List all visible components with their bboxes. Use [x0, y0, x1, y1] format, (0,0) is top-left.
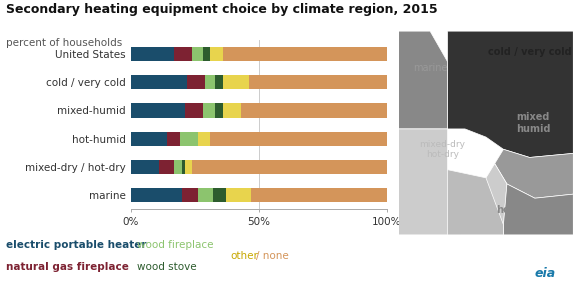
Bar	[241, 104, 387, 117]
Text: hot-humid: hot-humid	[496, 205, 553, 215]
Text: electric portable heater: electric portable heater	[6, 240, 146, 250]
Bar	[193, 160, 387, 174]
Bar	[203, 104, 215, 117]
Text: eia: eia	[535, 267, 556, 280]
Bar	[249, 75, 387, 89]
Text: mixed
humid: mixed humid	[516, 112, 551, 134]
Bar	[223, 75, 249, 89]
Bar	[251, 188, 387, 202]
Bar	[175, 47, 193, 61]
Bar	[210, 47, 223, 61]
Bar	[167, 132, 180, 145]
Bar	[182, 160, 184, 174]
Bar	[131, 188, 182, 202]
Text: percent of households: percent of households	[6, 38, 122, 48]
Bar	[131, 132, 167, 145]
Bar	[223, 47, 387, 61]
Text: other: other	[230, 251, 258, 261]
Polygon shape	[399, 31, 448, 129]
Bar	[215, 75, 223, 89]
Bar	[213, 188, 226, 202]
Text: wood fireplace: wood fireplace	[137, 240, 213, 250]
Bar	[131, 75, 187, 89]
Text: marine: marine	[413, 63, 448, 73]
Text: natural gas fireplace: natural gas fireplace	[6, 262, 129, 273]
Bar	[184, 104, 203, 117]
Bar	[131, 104, 184, 117]
Text: mixed-dry
hot-dry: mixed-dry hot-dry	[419, 140, 466, 159]
Polygon shape	[448, 170, 503, 235]
Bar	[223, 104, 241, 117]
Bar	[159, 160, 175, 174]
Text: wood stove: wood stove	[137, 262, 196, 273]
Bar	[180, 132, 197, 145]
Bar	[193, 47, 203, 61]
Polygon shape	[495, 149, 573, 198]
Polygon shape	[399, 129, 507, 235]
Bar	[210, 132, 387, 145]
Bar	[215, 104, 223, 117]
Bar	[203, 47, 210, 61]
Text: cold / very cold: cold / very cold	[488, 46, 572, 57]
Bar	[205, 75, 215, 89]
Text: / none: / none	[256, 251, 289, 261]
Bar	[226, 188, 251, 202]
Text: Secondary heating equipment choice by climate region, 2015: Secondary heating equipment choice by cl…	[6, 3, 438, 16]
Bar	[175, 160, 182, 174]
Bar	[184, 160, 193, 174]
Polygon shape	[503, 184, 573, 235]
Bar	[182, 188, 197, 202]
Bar	[197, 188, 213, 202]
Bar	[131, 160, 159, 174]
Bar	[197, 132, 210, 145]
Polygon shape	[448, 31, 573, 157]
Bar	[131, 47, 175, 61]
Bar	[187, 75, 205, 89]
